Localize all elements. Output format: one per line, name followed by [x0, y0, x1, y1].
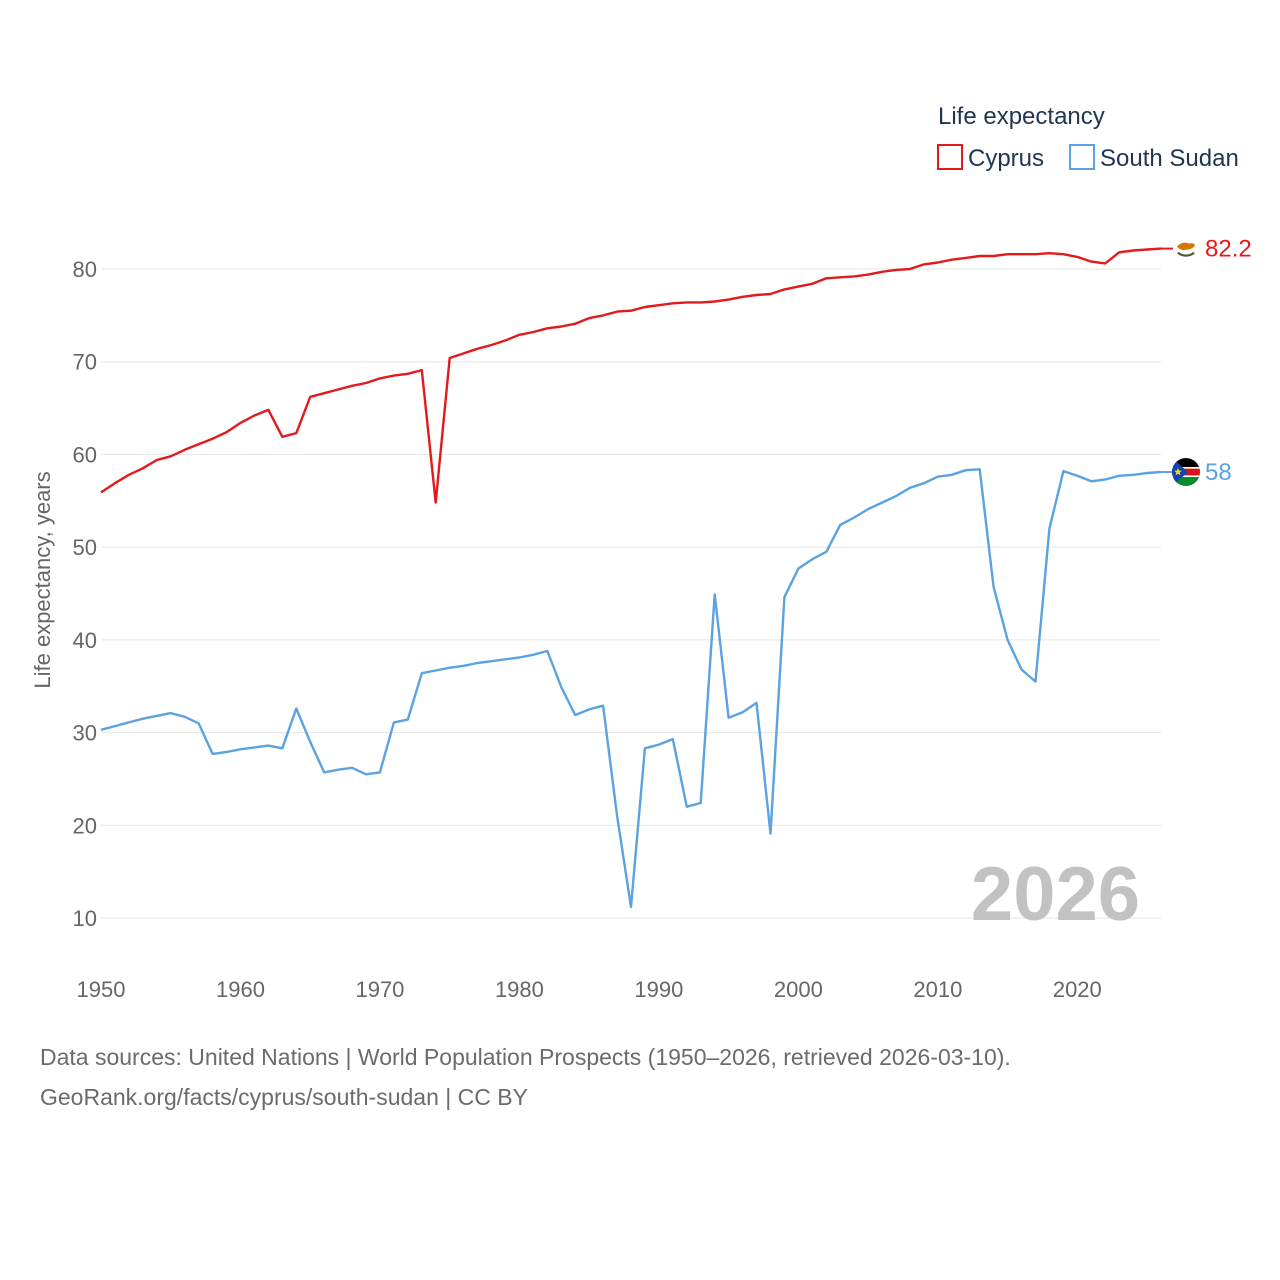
gridlines	[101, 268, 1161, 919]
cyprus-flag-icon	[1173, 235, 1199, 262]
y-tick-label: 70	[73, 350, 97, 375]
series-line-south-sudan	[100, 468, 1162, 909]
legend-swatch-south-sudan	[1069, 144, 1095, 170]
legend-label-cyprus: Cyprus	[968, 145, 1044, 172]
x-tick-label: 1970	[355, 977, 404, 1002]
x-axis-ticks: 1950 1960 1970 1980 1990 2000 2010 2020	[77, 977, 1102, 1002]
south-sudan-end-marker: 58	[1161, 458, 1232, 487]
legend: Life expectancy Cyprus South Sudan	[937, 103, 1239, 172]
x-tick-label: 2020	[1053, 977, 1102, 1002]
cyprus-end-marker: 82.2	[1161, 236, 1252, 263]
legend-title: Life expectancy	[938, 103, 1105, 130]
current-year-label: 2026	[971, 852, 1140, 937]
x-tick-label: 1990	[634, 977, 683, 1002]
y-axis-ticks: 10 20 30 40 50 60 70 80	[73, 257, 97, 931]
south-sudan-flag-icon	[1172, 458, 1200, 487]
y-tick-label: 80	[73, 257, 97, 282]
y-axis-label: Life expectancy, years	[30, 471, 55, 688]
legend-item-south-sudan[interactable]: South Sudan	[1069, 144, 1239, 172]
legend-swatch-cyprus	[937, 144, 963, 170]
legend-label-south-sudan: South Sudan	[1100, 145, 1239, 172]
x-tick-label: 1980	[495, 977, 544, 1002]
y-tick-label: 20	[73, 813, 97, 838]
x-tick-label: 1960	[216, 977, 265, 1002]
footer-attribution[interactable]: GeoRank.org/facts/cyprus/south-sudan | C…	[40, 1084, 528, 1110]
x-tick-label: 2010	[913, 977, 962, 1002]
legend-item-cyprus[interactable]: Cyprus	[937, 144, 1044, 172]
y-tick-label: 40	[73, 628, 97, 653]
cyprus-end-value: 82.2	[1205, 236, 1252, 263]
footer-sources: Data sources: United Nations | World Pop…	[40, 1044, 1011, 1070]
y-tick-label: 60	[73, 442, 97, 467]
south-sudan-end-value: 58	[1205, 459, 1232, 486]
y-tick-label: 10	[73, 906, 97, 931]
x-tick-label: 1950	[77, 977, 126, 1002]
y-tick-label: 30	[73, 721, 97, 746]
x-tick-label: 2000	[774, 977, 823, 1002]
series-line-cyprus	[100, 247, 1162, 504]
life-expectancy-chart: 10 20 30 40 50 60 70 80 1950 1960 1970 1980 1990 200…	[30, 103, 1252, 1002]
y-tick-label: 50	[73, 535, 97, 560]
